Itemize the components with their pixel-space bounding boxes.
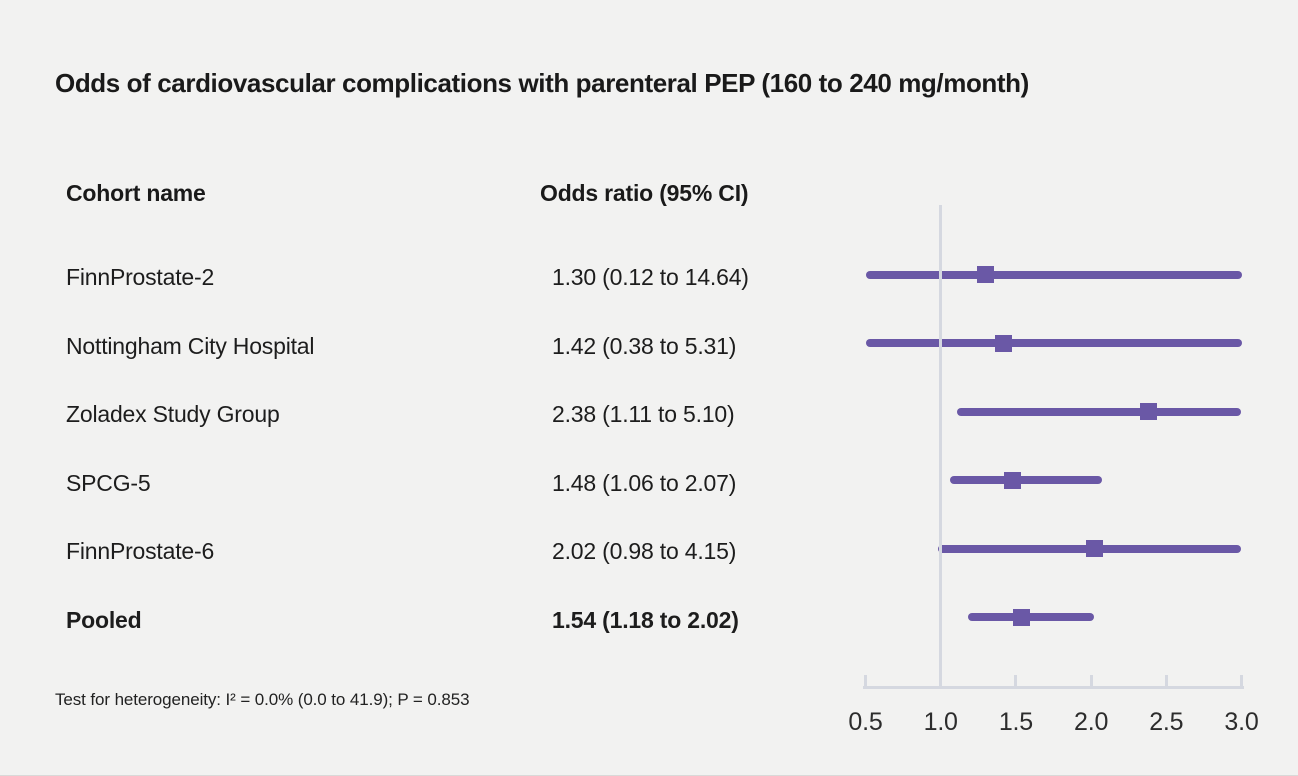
x-axis-tick-label: 1.5 [998,708,1033,736]
odds-ratio-marker [1013,608,1031,626]
x-axis-tick [1240,675,1243,686]
study-name: FinnProstate-6 [66,538,215,564]
study-name: SPCG-5 [66,469,151,496]
study-name: FinnProstate-2 [66,264,215,290]
x-axis-tick [1014,675,1018,686]
x-axis-tick-label: 2.0 [1074,708,1109,736]
study-name: Zoladex Study Group [66,401,280,427]
x-axis-tick-label: 1.0 [923,708,958,736]
column-header-cohort-name: Cohort name [66,180,206,206]
odds-ratio-marker [1139,403,1157,420]
confidence-interval-line [949,476,1102,484]
confidence-interval-line [957,407,1242,416]
odds-ratio-value: 1.54 (1.18 to 2.02) [552,606,739,633]
x-axis-tick [864,675,867,686]
odds-ratio-marker [1085,540,1103,557]
study-name: Pooled [66,606,142,633]
x-axis-tick [1164,675,1168,686]
odds-ratio-value: 1.48 (1.06 to 2.07) [552,469,737,496]
odds-ratio-value: 2.38 (1.11 to 5.10) [552,401,735,427]
odds-ratio-value: 2.02 (0.98 to 4.15) [552,538,737,564]
heterogeneity-note: Test for heterogeneity: I² = 0.0% (0.0 t… [55,690,470,709]
x-axis-tick-label: 3.0 [1224,708,1259,736]
x-axis-line [863,686,1244,689]
column-header-odds-ratio: Odds ratio (95% CI) [540,180,749,206]
confidence-interval-line [865,270,1242,279]
odds-ratio-value: 1.42 (0.38 to 5.31) [552,332,737,359]
confidence-interval-line [967,613,1095,621]
study-name: Nottingham City Hospital [66,332,315,359]
odds-ratio-value: 1.30 (0.12 to 14.64) [552,264,749,290]
reference-line-or-1 [939,205,943,686]
confidence-interval-line [865,339,1242,347]
odds-ratio-marker [995,334,1013,352]
odds-ratio-marker [1004,471,1022,489]
x-axis-tick [939,675,943,686]
x-axis-tick [1089,675,1093,686]
odds-ratio-marker [977,266,995,283]
x-axis-tick-label: 2.5 [1149,708,1184,736]
page-title: Odds of cardiovascular complications wit… [55,68,1029,98]
x-axis-tick-label: 0.5 [848,708,883,736]
